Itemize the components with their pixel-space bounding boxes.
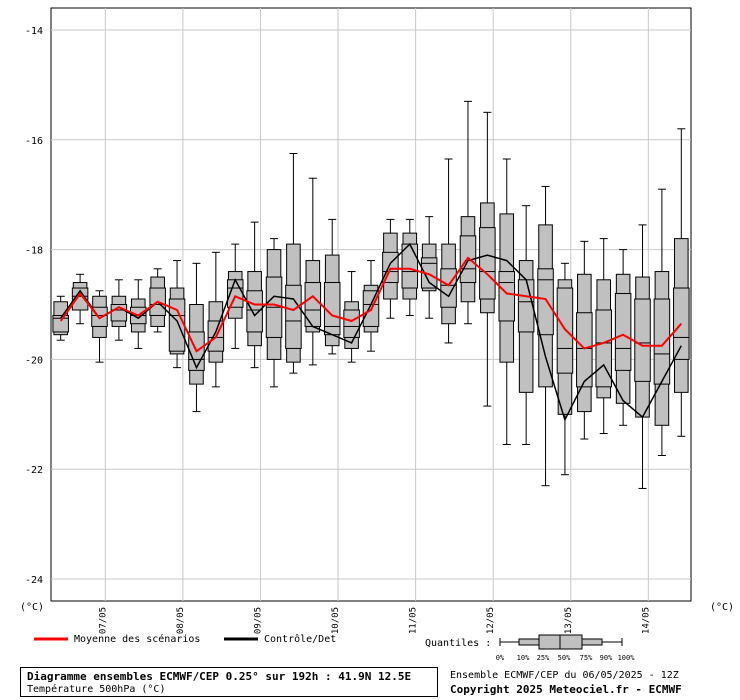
legend-mean-label: Moyenne des scénarios <box>74 633 200 645</box>
ensemble-chart: -14 -16 -18 -20 -22 -24 07/05 08/05 09/05 10/05 1… <box>20 7 734 662</box>
copyright: Copyright 2025 Meteociel.fr - ECMWF <box>450 683 682 696</box>
box <box>576 240 593 440</box>
quantiles-key <box>499 634 623 650</box>
y-tick-label: -24 <box>25 575 43 586</box>
box-q1-q3 <box>71 287 89 311</box>
box-q1-q3 <box>343 309 360 338</box>
quantile-label: 90% <box>600 654 613 662</box>
x-tick-label: 13/05 <box>564 607 574 634</box>
box-q1-q3 <box>52 314 69 333</box>
x-tick-label: 07/05 <box>98 607 108 634</box>
box-q1-q3 <box>246 290 263 333</box>
x-tick-label: 10/05 <box>331 607 341 634</box>
grid <box>51 29 691 580</box>
y-tick-label: -14 <box>25 26 43 37</box>
box <box>634 224 651 489</box>
mean-line <box>59 256 683 353</box>
box-q1-q3 <box>614 293 632 371</box>
box-q1-q3 <box>479 227 496 300</box>
box-q1-q3 <box>517 279 535 333</box>
x-tick-label: 09/05 <box>253 607 263 634</box>
box <box>614 249 632 426</box>
run-info: Ensemble ECMWF/CEP du 06/05/2025 - 12Z <box>450 670 679 681</box>
quantile-label: 75% <box>580 654 593 662</box>
box <box>673 128 690 437</box>
info-box: Ensemble ECMWF/CEP du 06/05/2025 - 12Z C… <box>450 668 738 697</box>
box-q1-q3 <box>576 312 593 388</box>
x-tick-label: 11/05 <box>409 607 419 634</box>
chart-title: Diagramme ensembles ECMWF/CEP 0.25° sur … <box>27 670 412 683</box>
box <box>479 111 496 407</box>
y-tick-label: -22 <box>25 465 43 476</box>
chart-subtitle: Température 500hPa (°C) <box>27 684 166 695</box>
quantiles-labels: 0% 10% 25% 50% 75% 90% 100% <box>496 654 635 662</box>
box-q1-q3 <box>653 298 671 385</box>
y-unit-right: (°C) <box>710 602 734 613</box>
box-q1-q3 <box>634 298 651 382</box>
x-tick-labels: 07/05 08/05 09/05 10/05 11/05 12/05 13/05 14/05 <box>98 607 651 634</box>
y-tick-label: -16 <box>25 136 43 147</box>
box-q1-q3 <box>401 243 419 289</box>
box-q1-q3 <box>285 284 302 349</box>
box <box>285 153 302 374</box>
quantile-label: 25% <box>537 654 550 662</box>
y-unit-left: (°C) <box>20 602 44 613</box>
title-box: Diagramme ensembles ECMWF/CEP 0.25° sur … <box>20 667 438 697</box>
quantile-label: 0% <box>496 654 505 662</box>
y-tick-labels: -14 -16 -18 -20 -22 -24 <box>25 26 43 586</box>
box-q1-q3 <box>440 268 457 308</box>
quantile-label: 100% <box>618 654 636 662</box>
x-tick-label: 08/05 <box>176 607 186 634</box>
box-q1-q3 <box>498 271 516 322</box>
x-tick-label: 14/05 <box>641 607 651 634</box>
quantiles-label: Quantiles : <box>425 638 491 649</box>
quantile-label: 50% <box>558 654 571 662</box>
box <box>71 273 89 325</box>
y-tick-label: -20 <box>25 355 43 366</box>
box <box>52 295 69 341</box>
legend-control-label: Contrôle/Det <box>264 633 336 645</box>
control-line <box>60 242 682 422</box>
box <box>323 218 341 355</box>
box-q1-q3 <box>537 268 554 336</box>
quantile-label: 10% <box>517 654 530 662</box>
box <box>149 268 166 333</box>
y-tick-label: -18 <box>25 246 43 257</box>
x-tick-label: 12/05 <box>486 607 496 634</box>
